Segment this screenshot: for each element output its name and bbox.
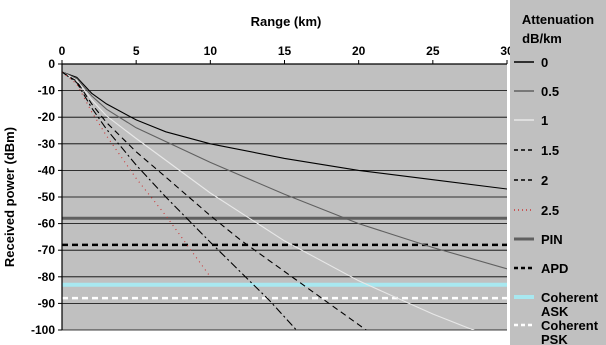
legend-item: Coherent ASK xyxy=(514,290,599,319)
y-tick-label: -90 xyxy=(38,296,56,310)
legend-item: 2.5 xyxy=(514,203,559,218)
legend-label: APD xyxy=(541,261,568,276)
series-line-0-5 xyxy=(62,71,507,270)
series-line-2 xyxy=(62,71,297,330)
y-tick-label: -30 xyxy=(38,137,56,151)
gridlines xyxy=(62,90,507,331)
y-tick-label: -40 xyxy=(38,163,56,177)
legend-label: Coherent ASK xyxy=(541,290,599,319)
series-lines xyxy=(62,71,507,330)
x-tick-label: 10 xyxy=(204,44,218,58)
legend-label: 2.5 xyxy=(541,203,559,218)
legend-label: 1.5 xyxy=(541,143,559,158)
x-tick-label: 15 xyxy=(278,44,292,58)
reference-lines xyxy=(62,216,507,300)
x-tick-label: 25 xyxy=(426,44,440,58)
legend-item: 0 xyxy=(514,55,548,70)
legend-item: 0.5 xyxy=(514,84,559,99)
legend-label: 0.5 xyxy=(541,84,559,99)
x-tick-label: 5 xyxy=(133,44,140,58)
legend-item: APD xyxy=(514,261,568,276)
legend-item: 2 xyxy=(514,173,548,188)
y-tick-label: -20 xyxy=(38,110,56,124)
legend-background xyxy=(510,0,606,345)
series-line-1-5 xyxy=(62,71,368,330)
axes: 0 5 10 15 20 25 300-10-20-30-40-50-60-70-80-90… xyxy=(31,44,514,337)
series-line-1 xyxy=(62,71,475,330)
y-tick-label: -50 xyxy=(38,190,56,204)
legend-item: 1 xyxy=(514,113,548,128)
legend-item: Coherent PSK xyxy=(514,318,599,345)
legend-title: Attenuation dB/km xyxy=(522,12,594,46)
legend-item: 1.5 xyxy=(514,143,559,158)
legend-label: PIN xyxy=(541,232,563,247)
legend: Attenuation dB/km 0 0.5 1 1.5 2 2.5 PIN APD Coher… xyxy=(510,0,606,345)
legend-label: Coherent PSK xyxy=(541,318,599,345)
y-tick-label: -10 xyxy=(38,84,56,98)
series-line-0 xyxy=(62,71,507,190)
x-tick-label: 0 xyxy=(59,44,66,58)
legend-label: 1 xyxy=(541,113,548,128)
legend-label: 0 xyxy=(541,55,548,70)
y-tick-label: 0 xyxy=(48,57,55,71)
y-tick-label: -60 xyxy=(38,217,56,231)
x-axis-label: Range (km) xyxy=(251,14,322,29)
legend-item: PIN xyxy=(514,232,563,247)
legend-label: 2 xyxy=(541,173,548,188)
y-tick-label: -100 xyxy=(31,323,55,337)
y-axis-label: Received power (dBm) xyxy=(2,127,17,267)
y-tick-label: -70 xyxy=(38,243,56,257)
x-tick-label: 20 xyxy=(352,44,366,58)
y-tick-label: -80 xyxy=(38,270,56,284)
